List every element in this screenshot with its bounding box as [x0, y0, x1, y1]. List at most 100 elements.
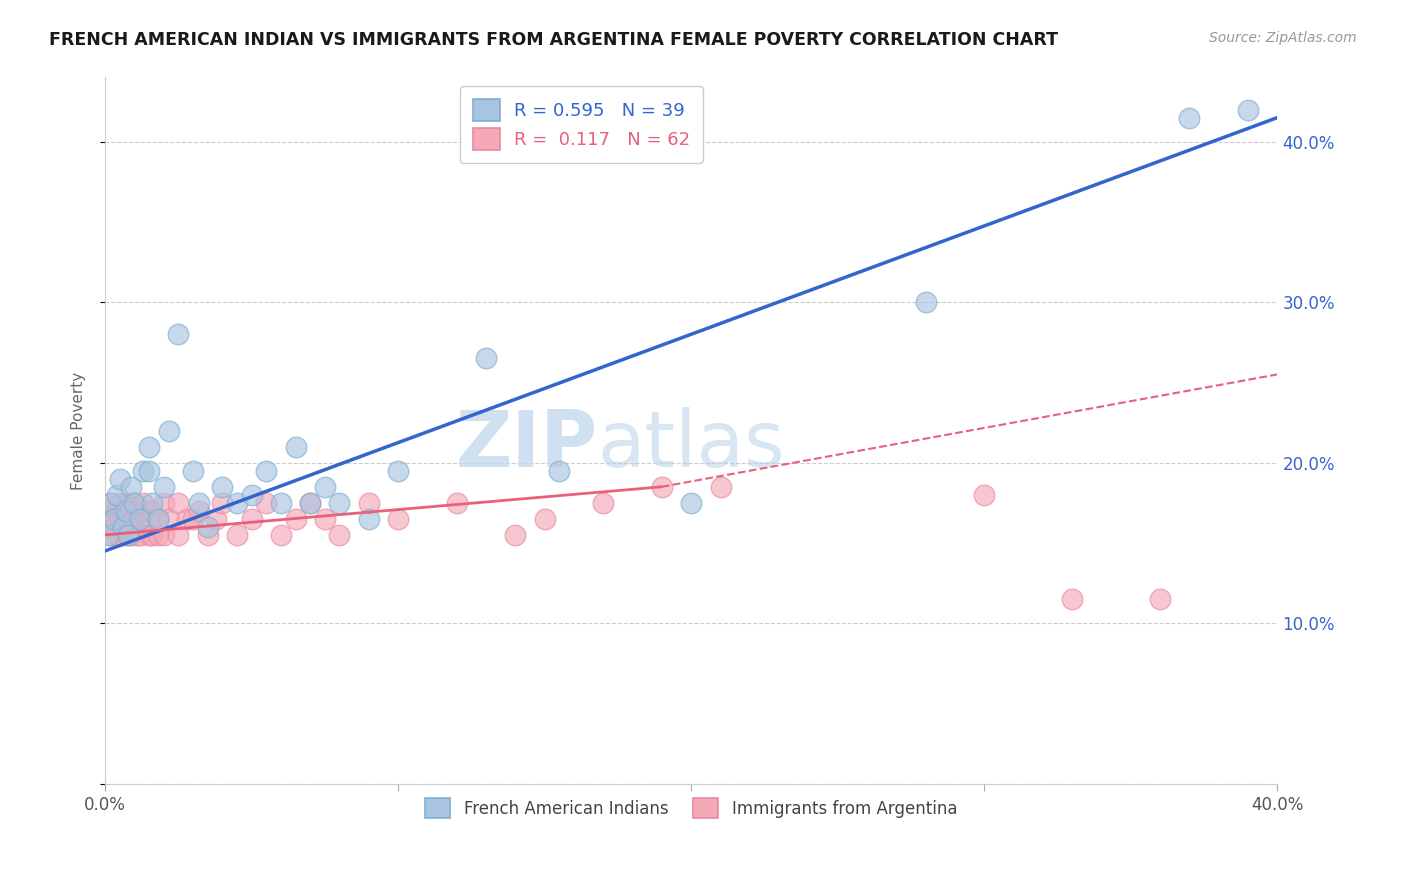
Text: Source: ZipAtlas.com: Source: ZipAtlas.com: [1209, 31, 1357, 45]
Point: [141, 496, 163, 510]
Text: ZIP: ZIP: [456, 407, 598, 483]
Point: [225, 528, 247, 542]
Point: [314, 480, 336, 494]
Point: [187, 496, 209, 510]
Point: [108, 512, 131, 526]
Point: [197, 520, 219, 534]
Point: [299, 496, 322, 510]
Point: [100, 496, 122, 510]
Legend: French American Indians, Immigrants from Argentina: French American Indians, Immigrants from…: [419, 791, 963, 825]
Point: [328, 528, 350, 542]
Point: [211, 496, 233, 510]
Point: [709, 480, 731, 494]
Point: [973, 488, 995, 502]
Point: [129, 512, 152, 526]
Point: [205, 512, 228, 526]
Point: [681, 496, 703, 510]
Point: [97, 504, 120, 518]
Point: [284, 512, 307, 526]
Point: [284, 440, 307, 454]
Point: [1237, 103, 1260, 117]
Point: [127, 528, 149, 542]
Point: [120, 480, 142, 494]
Point: [314, 512, 336, 526]
Point: [505, 528, 527, 542]
Point: [548, 464, 571, 478]
Point: [146, 512, 169, 526]
Point: [181, 464, 204, 478]
Point: [120, 528, 142, 542]
Point: [1149, 592, 1171, 607]
Point: [124, 496, 146, 510]
Point: [181, 512, 204, 526]
Point: [475, 351, 498, 366]
Point: [254, 464, 277, 478]
Point: [103, 520, 125, 534]
Point: [120, 504, 142, 518]
Point: [1062, 592, 1084, 607]
Point: [167, 496, 190, 510]
Point: [103, 512, 125, 526]
Point: [159, 424, 181, 438]
Point: [357, 496, 380, 510]
Point: [240, 512, 263, 526]
Point: [114, 512, 136, 526]
Point: [299, 496, 322, 510]
Point: [127, 504, 149, 518]
Point: [129, 512, 152, 526]
Point: [270, 528, 292, 542]
Point: [105, 488, 128, 502]
Point: [240, 488, 263, 502]
Point: [129, 528, 152, 542]
Point: [138, 512, 160, 526]
Point: [187, 504, 209, 518]
Point: [446, 496, 468, 510]
Point: [328, 496, 350, 510]
Point: [97, 512, 120, 526]
Point: [357, 512, 380, 526]
Point: [254, 496, 277, 510]
Text: FRENCH AMERICAN INDIAN VS IMMIGRANTS FROM ARGENTINA FEMALE POVERTY CORRELATION C: FRENCH AMERICAN INDIAN VS IMMIGRANTS FRO…: [49, 31, 1059, 49]
Point: [132, 504, 155, 518]
Point: [100, 528, 122, 542]
Point: [270, 496, 292, 510]
Point: [197, 528, 219, 542]
Point: [146, 512, 169, 526]
Point: [124, 512, 146, 526]
Point: [225, 496, 247, 510]
Point: [1178, 111, 1201, 125]
Point: [105, 528, 128, 542]
Point: [97, 528, 120, 542]
Point: [141, 528, 163, 542]
Y-axis label: Female Poverty: Female Poverty: [72, 371, 86, 490]
Point: [138, 440, 160, 454]
Point: [108, 496, 131, 510]
Point: [152, 480, 174, 494]
Point: [132, 464, 155, 478]
Point: [141, 504, 163, 518]
Point: [167, 528, 190, 542]
Point: [117, 528, 139, 542]
Point: [114, 496, 136, 510]
Point: [387, 512, 409, 526]
Point: [914, 295, 936, 310]
Point: [211, 480, 233, 494]
Point: [651, 480, 673, 494]
Point: [111, 504, 134, 518]
Point: [159, 512, 181, 526]
Point: [533, 512, 555, 526]
Point: [152, 496, 174, 510]
Point: [103, 512, 125, 526]
Point: [138, 528, 160, 542]
Point: [100, 496, 122, 510]
Point: [146, 528, 169, 542]
Text: atlas: atlas: [598, 407, 785, 483]
Point: [152, 528, 174, 542]
Point: [108, 472, 131, 486]
Point: [111, 528, 134, 542]
Point: [132, 496, 155, 510]
Point: [124, 496, 146, 510]
Point: [105, 504, 128, 518]
Point: [111, 520, 134, 534]
Point: [167, 327, 190, 342]
